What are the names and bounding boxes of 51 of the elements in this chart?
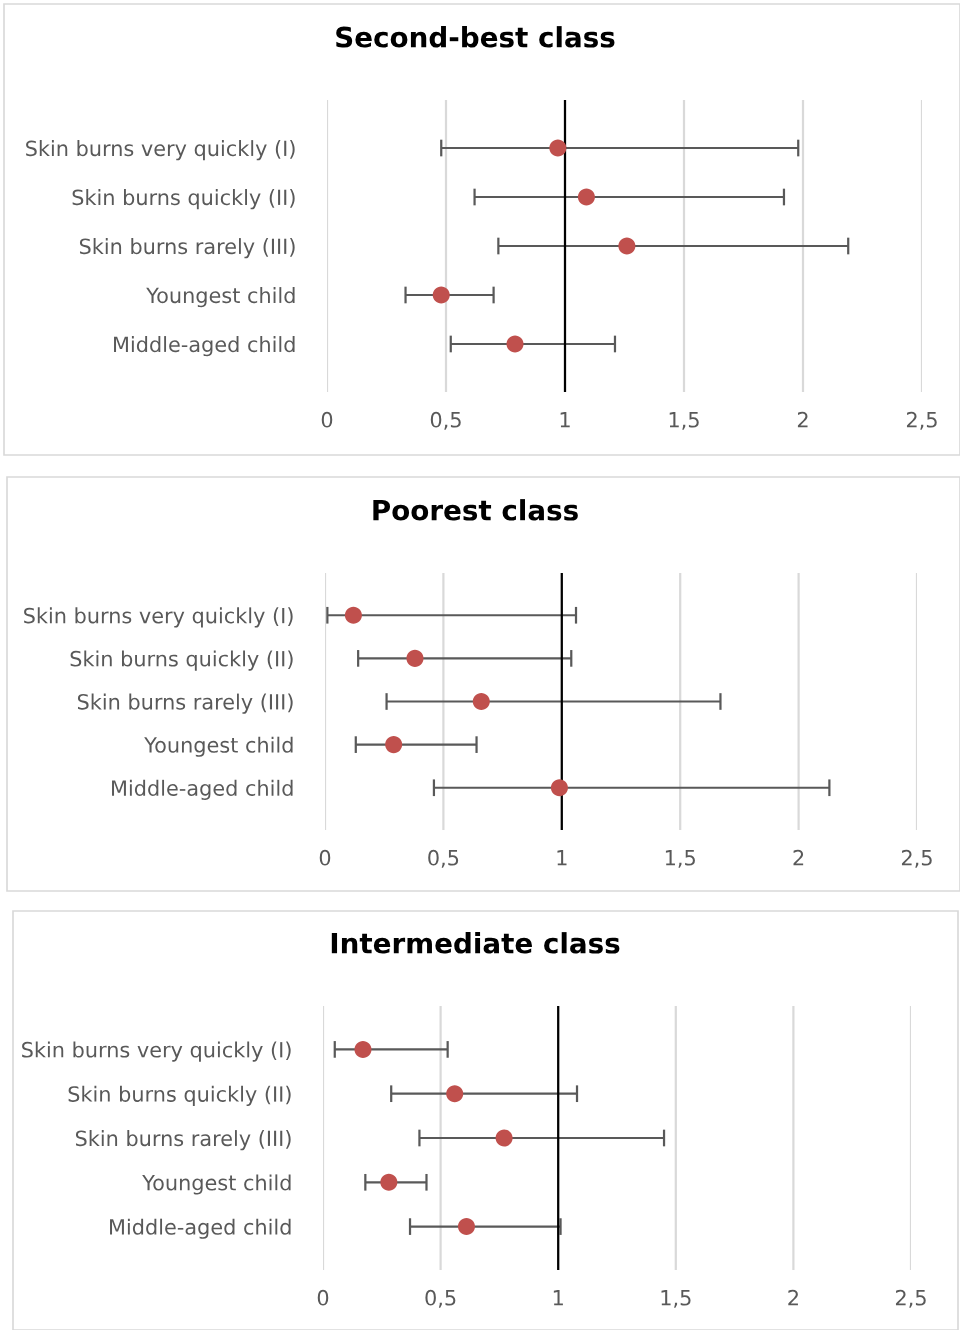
- x-tick-label: 1,5: [661, 1290, 691, 1308]
- x-tick-label: 2,5: [901, 849, 932, 868]
- y-tick-label: Skin burns quickly (II): [70, 650, 293, 671]
- x-tick-label: 2: [797, 411, 808, 428]
- x-tick-label: 1,5: [669, 412, 699, 430]
- y-tick-label: Middle-aged child: [114, 336, 295, 357]
- y-tick-label: Skin burns rarely (III): [79, 238, 295, 259]
- x-tick-label: 0: [317, 1289, 329, 1306]
- x-tick-label: 2: [788, 1289, 798, 1306]
- point: [495, 1129, 513, 1147]
- x-tick-label: 0: [319, 849, 331, 866]
- y-tick-label: Youngest child: [142, 1174, 291, 1195]
- point: [385, 736, 403, 754]
- point: [457, 1218, 475, 1236]
- point: [354, 1040, 372, 1058]
- y-tick-label: Skin burns quickly (II): [68, 1085, 291, 1106]
- point: [344, 606, 362, 624]
- y-tick-label: Skin burns rarely (III): [77, 693, 293, 714]
- x-tick-label: 0,5: [430, 411, 461, 430]
- point: [380, 1173, 398, 1191]
- y-tick-label: Middle-aged child: [112, 779, 293, 800]
- y-tick-label: Skin burns very quickly (I): [26, 140, 295, 161]
- x-tick-label: 2,5: [906, 411, 937, 430]
- point: [406, 649, 424, 667]
- x-tick-label: 1: [557, 850, 567, 866]
- point: [446, 1085, 464, 1103]
- x-tick-label: 0: [321, 411, 333, 428]
- point: [506, 335, 524, 353]
- y-tick-label: Middle-aged child: [110, 1218, 291, 1239]
- x-tick-label: 2,5: [895, 1289, 926, 1308]
- y-tick-label: Skin burns very quickly (I): [22, 1041, 291, 1062]
- y-tick-label: Skin burns very quickly (I): [24, 607, 293, 628]
- point: [549, 139, 567, 157]
- y-tick-label: Skin burns quickly (II): [72, 189, 295, 210]
- chart-title: Poorest class: [373, 499, 578, 521]
- x-tick-label: 2: [793, 849, 804, 866]
- x-tick-label: 0,5: [425, 1289, 456, 1308]
- point: [550, 779, 568, 797]
- x-tick-label: 1: [553, 1290, 563, 1306]
- chart-title: Second-best class: [336, 26, 615, 48]
- x-tick-label: 1: [560, 412, 570, 428]
- x-tick-label: 0,5: [428, 849, 459, 868]
- x-tick-label: 1,5: [665, 850, 695, 868]
- point: [618, 237, 636, 255]
- chart-title: Intermediate class: [331, 932, 620, 954]
- point: [577, 188, 595, 206]
- point: [472, 692, 490, 711]
- y-tick-label: Youngest child: [146, 287, 295, 308]
- point: [432, 286, 450, 304]
- y-tick-label: Youngest child: [144, 736, 293, 757]
- y-tick-label: Skin burns rarely (III): [75, 1130, 291, 1151]
